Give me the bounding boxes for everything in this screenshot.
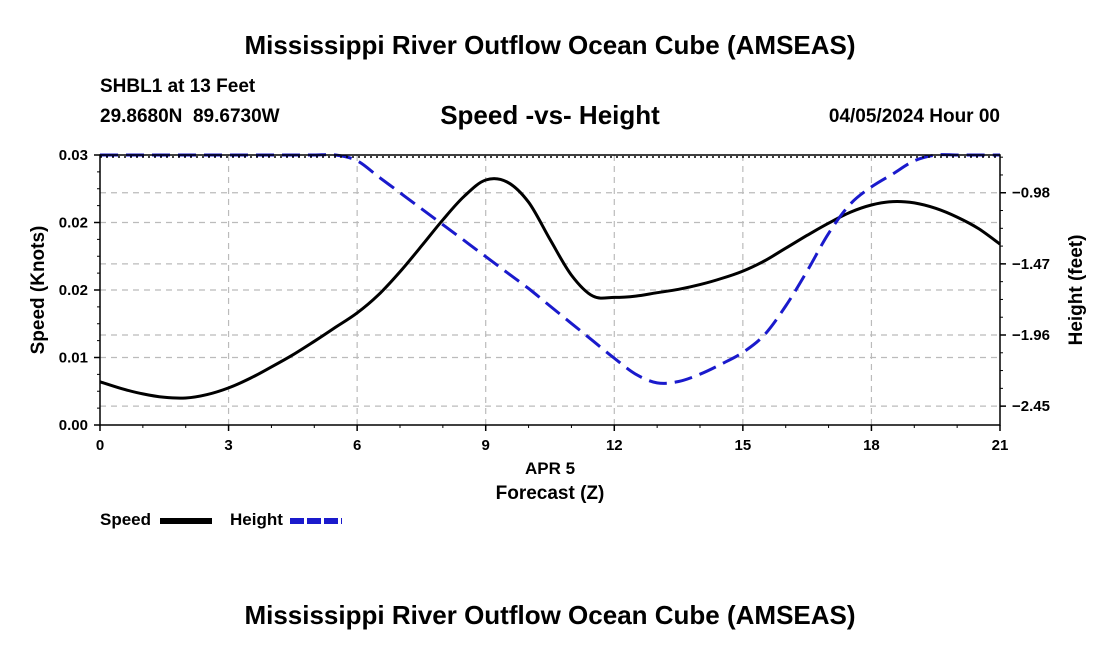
x-axis-date-label: APR 5 (525, 459, 575, 478)
legend-height-label: Height (230, 510, 283, 529)
y2-axis-title: Height (feet) (1066, 235, 1087, 346)
chart-subtitle: Speed -vs- Height (440, 100, 660, 130)
x-tick-label: 15 (735, 437, 752, 454)
y-tick-label: 0.00 (59, 417, 88, 434)
datetime-label: 04/05/2024 Hour 00 (828, 106, 1000, 127)
y2-tick-label: −1.96 (1012, 327, 1050, 344)
y-tick-label: 0.03 (59, 147, 88, 164)
y-tick-label: 0.01 (59, 350, 88, 367)
x-tick-label: 6 (353, 437, 361, 454)
coordinates-label: 29.8680N 89.6730W (100, 106, 280, 127)
y-tick-label: 0.02 (59, 282, 88, 299)
x-axis-title: Forecast (Z) (496, 483, 605, 504)
legend-speed-label: Speed (100, 510, 152, 529)
x-tick-label: 9 (482, 437, 490, 454)
y2-tick-label: −1.47 (1012, 256, 1050, 273)
station-label: SHBL1 at 13 Feet (100, 76, 256, 97)
y-axis-title: Speed (Knots) (28, 226, 49, 355)
x-tick-label: 12 (606, 437, 623, 454)
chart-title: Mississippi River Outflow Ocean Cube (AM… (244, 30, 856, 60)
y2-tick-label: −0.98 (1012, 185, 1050, 202)
grid-layer (100, 155, 1000, 425)
legend-height-swatch (290, 518, 342, 524)
series-layer (99, 153, 1001, 400)
y2-tick-label: −2.45 (1012, 398, 1050, 415)
x-tick-label: 3 (224, 437, 232, 454)
x-tick-label: 21 (992, 437, 1009, 454)
series-line-speed (99, 177, 1001, 400)
x-tick-label: 18 (863, 437, 880, 454)
axes-layer: 0 3 6 9 12 15 18 21 0.00 0.01 0.02 0.02 0.03 −2.45 −1.… (59, 147, 1050, 454)
series-line-height (100, 153, 1000, 385)
bottom-chart-title: Mississippi River Outflow Ocean Cube (AM… (244, 600, 856, 630)
legend-speed-swatch (160, 518, 212, 524)
x-tick-label: 0 (96, 437, 104, 454)
y-tick-label: 0.02 (59, 215, 88, 232)
